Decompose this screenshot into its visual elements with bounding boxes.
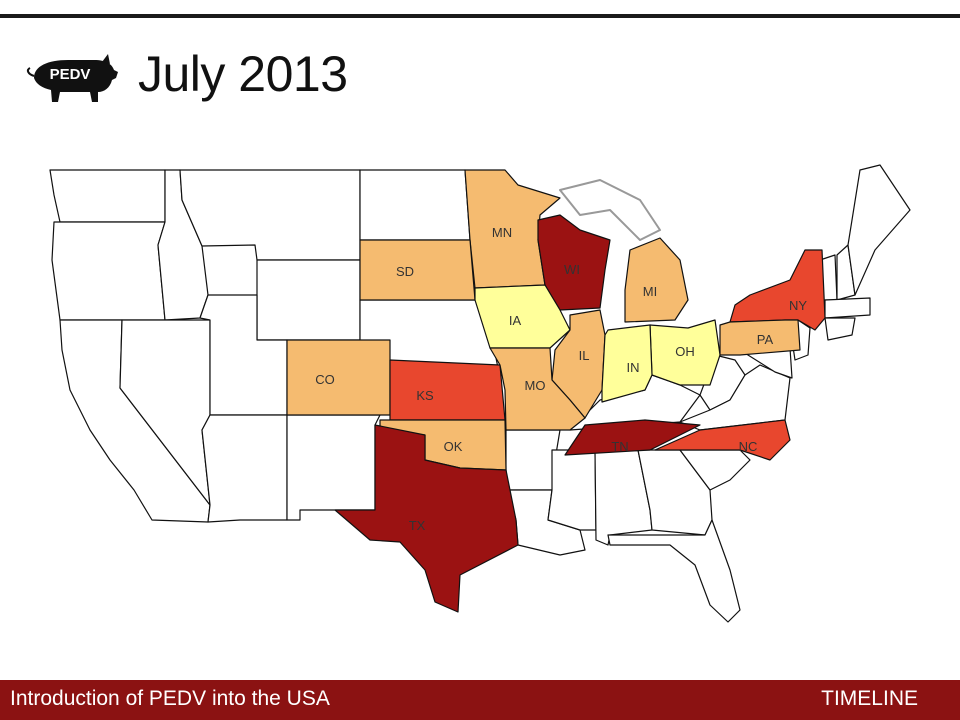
state-label-il: IL	[579, 348, 590, 363]
state-mi	[624, 237, 689, 323]
state-label-pa: PA	[757, 332, 774, 347]
state-nd	[359, 169, 471, 241]
state-label-co: CO	[315, 372, 335, 387]
page-title: July 2013	[138, 46, 348, 102]
pig-logo-icon: PEDV	[26, 54, 118, 102]
state-ma	[824, 297, 871, 319]
state-oh	[649, 319, 721, 386]
state-wa	[49, 169, 166, 223]
top-rule	[0, 14, 960, 18]
footer-title: Introduction of PEDV into the USA	[10, 687, 330, 710]
state-in	[601, 324, 653, 403]
state-sd	[359, 239, 476, 301]
state-nm	[286, 414, 381, 521]
state-wy	[256, 259, 361, 341]
state-nc	[654, 419, 791, 461]
state-label-mo: MO	[525, 378, 546, 393]
state-or	[51, 221, 166, 321]
state-label-sd: SD	[396, 264, 414, 279]
footer-bar: Introduction of PEDV into the USA TIMELI…	[0, 680, 960, 720]
state-label-ia: IA	[509, 313, 522, 328]
state-label-nc: NC	[739, 439, 758, 454]
state-tn	[564, 419, 701, 456]
state-ia	[474, 284, 571, 349]
state-label-tx: TX	[409, 518, 426, 533]
state-az	[201, 414, 288, 523]
state-fl	[607, 519, 741, 623]
state-wi	[537, 214, 611, 311]
state-label-mn: MN	[492, 225, 512, 240]
state-label-tn: TN	[611, 439, 628, 454]
state-label-ny: NY	[789, 298, 807, 313]
state-ny	[729, 249, 826, 331]
logo-text: PEDV	[50, 66, 91, 83]
state-label-ok: OK	[444, 439, 463, 454]
state-pa	[719, 319, 801, 356]
state-ks	[389, 359, 506, 421]
state-label-ks: KS	[416, 388, 434, 403]
footer-section-label: TIMELINE	[821, 687, 918, 710]
state-label-in: IN	[627, 360, 640, 375]
state-label-oh: OH	[675, 344, 695, 359]
state-me	[847, 164, 911, 296]
state-mo	[489, 347, 586, 431]
state-co	[286, 339, 391, 416]
state-label-wi: WI	[564, 262, 580, 277]
state-tx	[334, 424, 519, 613]
great-lakes	[559, 179, 661, 241]
state-mt	[179, 169, 361, 261]
us-map: MN SD WI MI IA NY PA IL OH IN CO KS MO O…	[49, 164, 911, 623]
state-ms	[547, 449, 597, 531]
state-label-mi: MI	[643, 284, 657, 299]
state-ct	[824, 317, 856, 341]
